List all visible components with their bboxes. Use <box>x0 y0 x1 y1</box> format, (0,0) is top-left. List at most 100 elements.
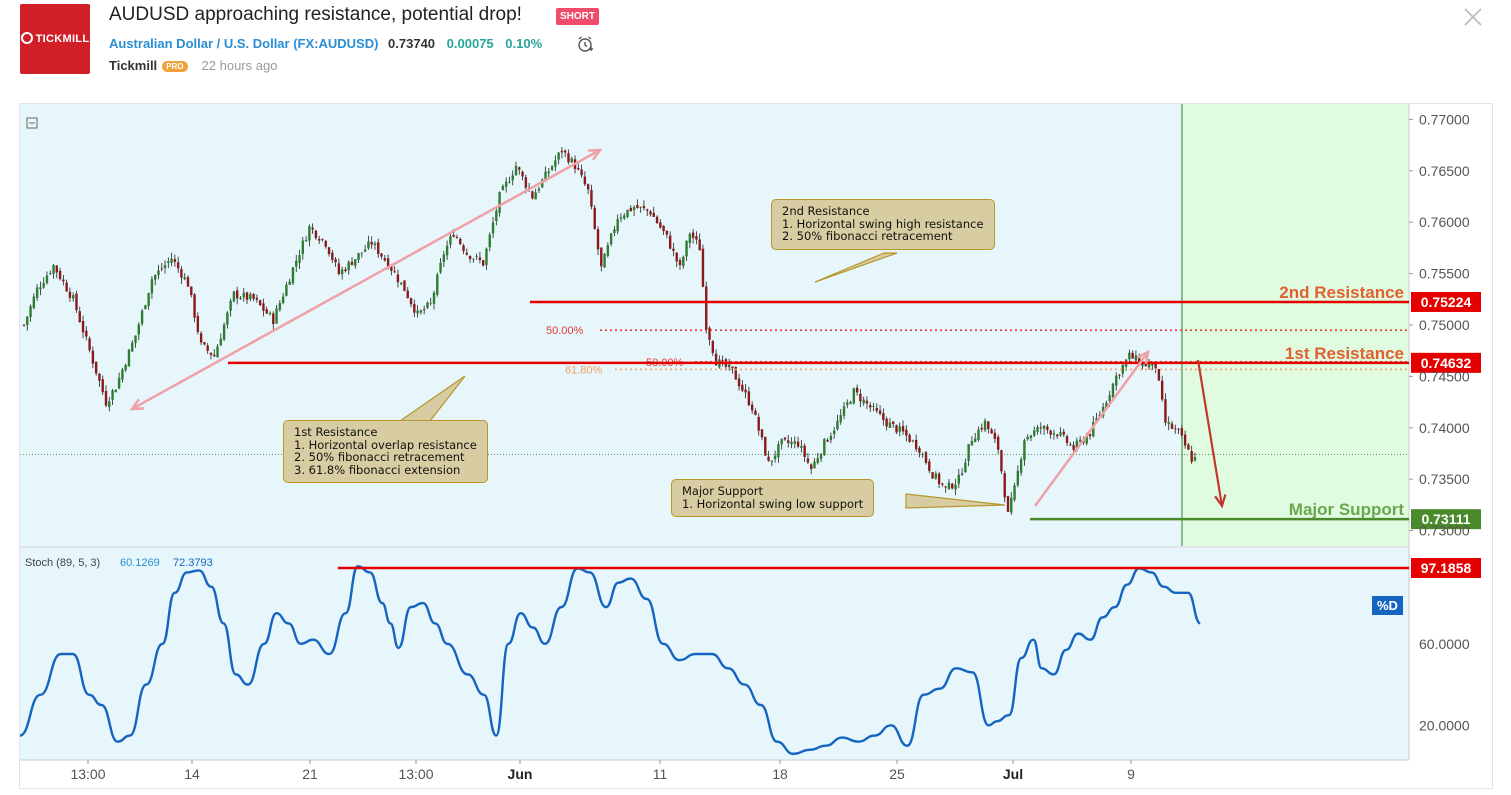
candle-body <box>29 306 32 317</box>
price-tag-box <box>1411 352 1481 373</box>
candle-body <box>583 176 587 185</box>
candle-body <box>419 310 423 313</box>
candle-body <box>1010 497 1013 513</box>
candle-body <box>550 166 554 170</box>
candle-body <box>947 482 951 489</box>
candle-body <box>121 369 124 380</box>
candle-body <box>750 404 754 411</box>
candle-body <box>1056 434 1059 437</box>
candle-body <box>1036 427 1039 432</box>
axes: 0.77000 0.76500 0.76000 0.75500 0.75000 0.745… <box>70 111 1469 782</box>
idea-title: AUDUSD approaching resistance, potential… <box>109 4 522 25</box>
candle-body <box>91 350 95 364</box>
symbol-link[interactable]: Australian Dollar / U.S. Dollar (FX:AUDU… <box>109 36 379 51</box>
candle-body <box>586 184 590 190</box>
candle-body <box>603 253 606 268</box>
level-major-support-price-tag: 0.73111 <box>1411 509 1481 530</box>
candle-body <box>632 207 636 211</box>
candle-body <box>288 281 291 285</box>
candle-body <box>819 454 823 459</box>
candle-body <box>1167 422 1170 425</box>
candle-body <box>960 473 964 475</box>
stoch-d-value: 72.3793 <box>173 557 213 569</box>
trend-arrow-up <box>129 148 603 411</box>
candle-body <box>803 445 806 457</box>
candle-body <box>1115 375 1118 386</box>
candle-body <box>816 458 819 463</box>
author-name[interactable]: Tickmill <box>109 58 158 73</box>
tickmill-logo[interactable]: TICKMILL <box>20 4 90 74</box>
candle-body <box>1039 427 1042 429</box>
candle-body <box>609 233 613 245</box>
candle-body <box>265 309 268 314</box>
candle-body <box>170 258 173 263</box>
candle-body <box>344 269 347 272</box>
candle-body <box>613 229 616 233</box>
candle-body <box>183 277 186 280</box>
candle-body <box>357 253 360 260</box>
trend-arrow-recovery-head <box>1136 349 1150 365</box>
candle-body <box>1065 436 1069 443</box>
candle-body <box>1105 402 1108 409</box>
candle-body <box>1128 352 1131 360</box>
candle-body <box>78 311 81 323</box>
candle-body <box>318 239 321 241</box>
candle-body <box>32 296 36 308</box>
candle-body <box>928 461 931 471</box>
candle-body <box>941 483 944 485</box>
candle-body <box>859 393 862 402</box>
candle-body <box>783 437 787 440</box>
price-tick-label: 0.74000 <box>1419 420 1470 436</box>
candle-body <box>62 279 65 282</box>
candle-body <box>747 391 751 406</box>
chart-container[interactable] <box>19 103 1493 789</box>
candle-body <box>65 282 68 292</box>
price-tick-label: 0.73000 <box>1419 523 1470 539</box>
candle-body <box>229 300 232 311</box>
candle-body <box>94 361 98 374</box>
candle-body <box>321 238 324 240</box>
candle-body <box>1006 496 1010 512</box>
candle-body <box>367 241 370 249</box>
candle-body <box>442 254 446 263</box>
candle-body <box>796 441 800 447</box>
candle-body <box>360 252 364 254</box>
candle-body <box>49 273 52 274</box>
trend-arrow-up-head <box>129 398 145 411</box>
candle-body <box>242 292 245 298</box>
candle-body <box>226 312 229 325</box>
candle-body <box>150 279 154 294</box>
candle-body <box>268 312 272 315</box>
candle-body <box>1023 440 1026 461</box>
candle-body <box>636 205 639 209</box>
candle-body <box>1183 434 1187 446</box>
candle-body <box>855 387 859 393</box>
candle-body <box>462 245 465 252</box>
candle-body <box>213 354 216 357</box>
price-tag-text: 0.73111 <box>1421 511 1470 527</box>
annotation-major-support[interactable]: Major Support 1. Horizontal swing low su… <box>671 479 875 517</box>
alarm-clock-icon[interactable] <box>575 34 595 54</box>
candle-body <box>754 410 757 415</box>
pro-badge: PRO <box>162 61 188 73</box>
candle-body <box>737 378 741 387</box>
candle-body <box>472 258 475 260</box>
candle-body <box>698 239 701 251</box>
candle-body <box>757 416 760 431</box>
candle-body <box>964 462 967 473</box>
candle-body <box>416 310 419 314</box>
candle-body <box>688 233 692 243</box>
close-icon[interactable] <box>1462 6 1484 28</box>
candle-body <box>773 455 777 460</box>
annotation-1st-resistance[interactable]: 1st Resistance 1. Horizontal overlap res… <box>283 420 488 483</box>
candle-body <box>482 260 485 266</box>
candle-body <box>570 158 573 163</box>
candle-body <box>452 235 455 237</box>
price-tag-box <box>1411 509 1481 530</box>
candle-body <box>944 486 947 488</box>
candle-body <box>839 415 842 422</box>
candle-body <box>327 247 331 255</box>
candle-body <box>1088 434 1092 437</box>
annotation-2nd-resistance[interactable]: 2nd Resistance 1. Horizontal swing high … <box>771 199 995 250</box>
